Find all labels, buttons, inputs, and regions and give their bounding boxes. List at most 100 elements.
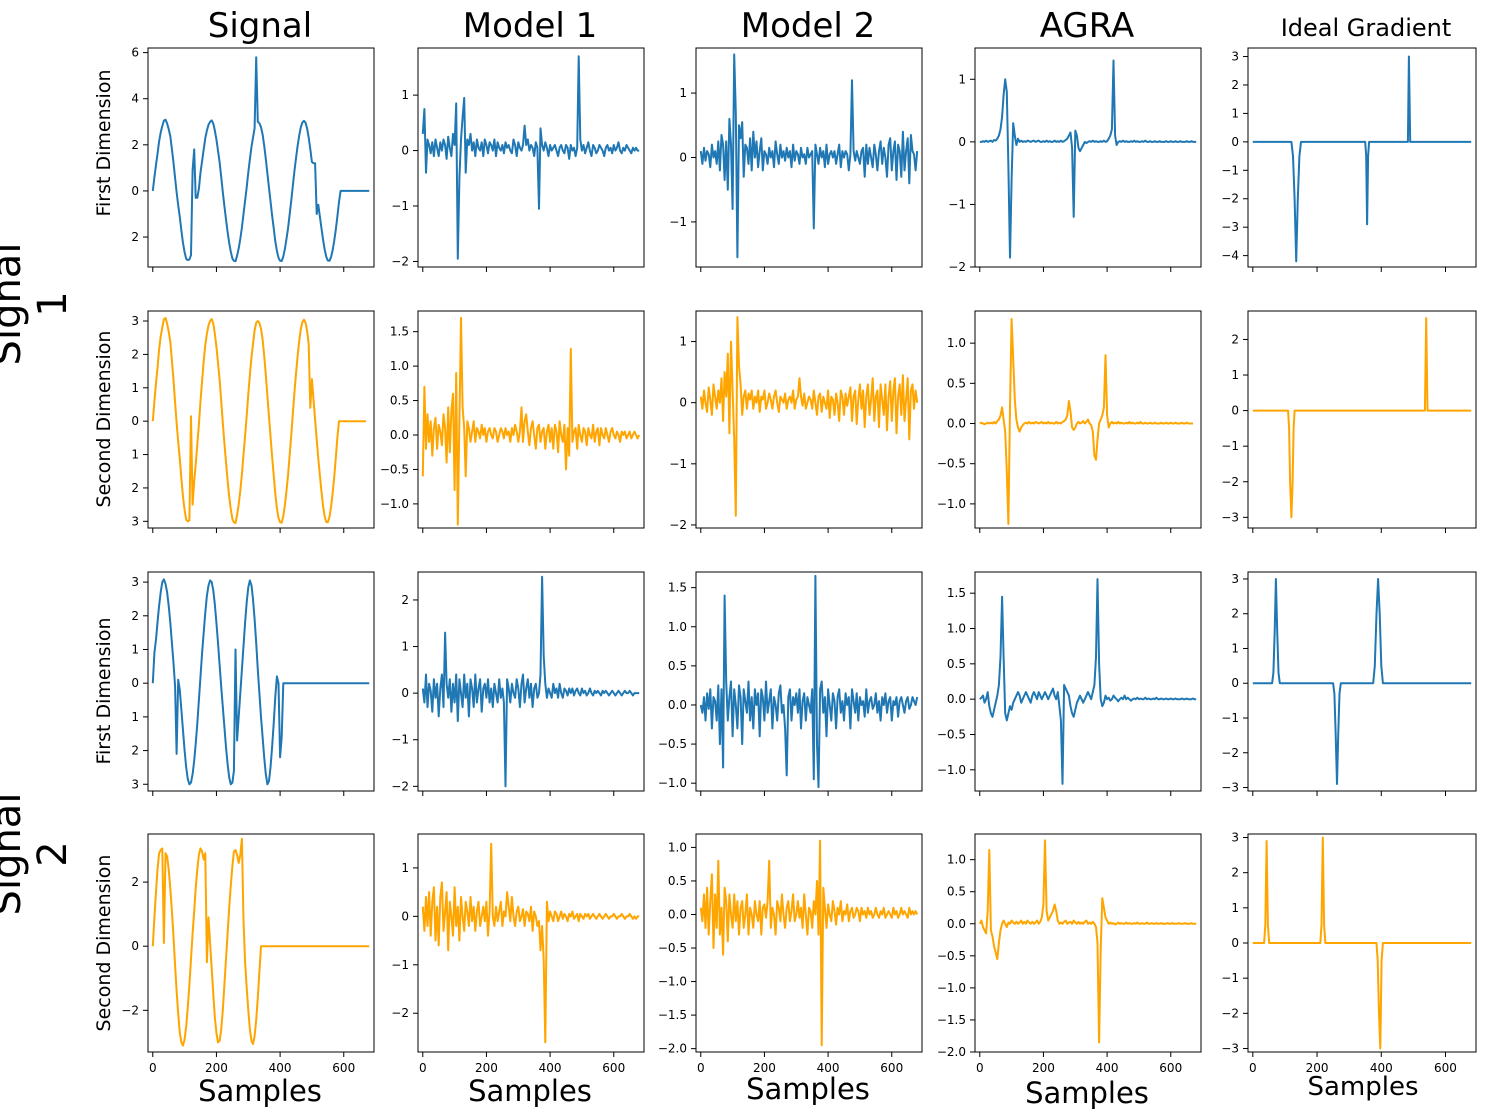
x-tick-label: 0	[976, 1061, 984, 1075]
y-tick-label: −3	[1221, 781, 1239, 795]
x-tick-label: 0	[419, 1061, 427, 1075]
y-tick-label: 2	[131, 481, 139, 495]
y-tick-label: 0	[1231, 936, 1239, 950]
panel-r3-c3: 1.5 1.0 0.5 0.0 −0.5 −1.0	[658, 571, 923, 796]
y-tick-label: 2	[131, 744, 139, 758]
y-tick-label: −1.5	[937, 1013, 966, 1027]
y-tick-label: −0.5	[937, 949, 966, 963]
y-tick-label: −2	[948, 260, 966, 274]
y-tick-label: 2	[131, 230, 139, 244]
y-tick-label: 3	[1231, 831, 1239, 845]
panel-r3-c2: 2 1 0 −1 −2	[391, 571, 645, 796]
y-tick-label: 2	[131, 875, 139, 889]
x-tick-label: 600	[1434, 1061, 1457, 1075]
y-tick-label: 0.0	[668, 698, 687, 712]
y-tick-label: −1	[391, 958, 409, 972]
y-tick-label: 1	[131, 448, 139, 462]
y-tick-label: 1	[1231, 901, 1239, 915]
series-line	[151, 56, 370, 263]
axes-frame	[974, 833, 1202, 1053]
y-tick-label: −1	[669, 457, 687, 471]
y-tick-label: −2	[1221, 1006, 1239, 1020]
panel-r1-c1: 6 4 2 0 2	[131, 46, 375, 272]
y-tick-label: −2	[1221, 746, 1239, 760]
y-tick-label: −2	[669, 518, 687, 532]
y-tick-label: −2	[1221, 475, 1239, 489]
axes-frame	[974, 47, 1202, 268]
y-tick-label: 0.5	[947, 376, 966, 390]
y-tick-label: 1.0	[668, 620, 687, 634]
series-line	[151, 317, 366, 524]
y-tick-label: 3	[131, 575, 139, 589]
panel-r2-c3: 1 0 −1 −2	[669, 310, 923, 533]
y-tick-label: 1	[401, 640, 409, 654]
panel-r2-c5: 2 1 0 −1 −2 −3	[1221, 310, 1477, 533]
y-tick-label: −2	[391, 1006, 409, 1020]
y-tick-label: 0.0	[947, 417, 966, 431]
panel-r1-c3: 1 0 −1	[669, 47, 923, 272]
x-tick-label: 200	[1306, 1061, 1329, 1075]
panel-r4-c4: 1.0 0.5 0.0 −0.5 −1.0 −1.5 −2.0 0 200 400 600	[937, 833, 1202, 1075]
series-line	[978, 839, 1197, 1044]
y-tick-label: 0	[401, 686, 409, 700]
y-tick-label: 0.5	[668, 659, 687, 673]
series-line	[699, 839, 919, 1047]
series-line	[979, 318, 1193, 525]
y-tick-label: 3	[1231, 50, 1239, 64]
y-tick-label: −1	[1221, 439, 1239, 453]
y-tick-label: −1.0	[937, 763, 966, 777]
y-tick-label: −0.5	[380, 462, 409, 476]
x-tick-label: 400	[1096, 1061, 1119, 1075]
y-tick-label: −1.0	[937, 981, 966, 995]
axes-frame	[695, 833, 923, 1053]
y-tick-label: 1.0	[947, 336, 966, 350]
y-tick-label: 0	[131, 676, 139, 690]
x-tick-label: 600	[880, 1061, 903, 1075]
y-tick-label: 0	[679, 396, 687, 410]
y-tick-label: −1	[1221, 971, 1239, 985]
y-tick-label: 0.0	[947, 692, 966, 706]
y-tick-label: −2.0	[658, 1042, 687, 1056]
series-line	[1252, 578, 1472, 785]
column-title-ideal-gradient: Ideal Gradient	[1280, 14, 1452, 42]
y-tick-label: 0	[131, 184, 139, 198]
series-line	[1252, 55, 1472, 263]
y-tick-label: 0.0	[668, 907, 687, 921]
y-tick-label: −0.5	[658, 737, 687, 751]
y-tick-label: −1.0	[937, 497, 966, 511]
x-tick-label: 400	[1370, 1061, 1393, 1075]
axes-frame	[417, 571, 645, 792]
series-line	[151, 578, 370, 786]
y-tick-label: −0.5	[658, 941, 687, 955]
y-tick-label: −1	[669, 215, 687, 229]
y-tick-label: −3	[1221, 1041, 1239, 1055]
axes-frame	[417, 833, 645, 1053]
x-tick-label: 0	[149, 1061, 157, 1075]
y-tick-label: −1	[391, 733, 409, 747]
y-tick-label: −2	[391, 779, 409, 793]
axes-frame	[147, 833, 375, 1053]
axes-frame	[417, 310, 645, 529]
y-tick-label: 1	[401, 88, 409, 102]
panel-r4-c1: 2 0 −2 0 200 400 600	[121, 833, 375, 1075]
x-tick-label: 200	[475, 1061, 498, 1075]
xlabel-col-1: Samples	[198, 1074, 322, 1108]
y-tick-label: −1.5	[658, 1008, 687, 1022]
x-tick-label: 0	[1249, 1061, 1257, 1075]
panel-r1-c5: 3 2 1 0 −1 −2 −3 −4	[1221, 47, 1477, 272]
x-tick-label: 200	[205, 1061, 228, 1075]
y-tick-label: 2	[1231, 607, 1239, 621]
y-tick-label: 0	[1231, 404, 1239, 418]
y-tick-label: 1	[131, 642, 139, 656]
y-tick-label: 2	[131, 347, 139, 361]
axes-frame	[1247, 47, 1477, 268]
y-tick-label: 1.0	[390, 359, 409, 373]
panel-r2-c2: 1.5 1.0 0.5 0.0 −0.5 −1.0	[380, 310, 645, 533]
x-tick-label: 400	[817, 1061, 840, 1075]
series-line	[699, 53, 919, 259]
series-line	[1252, 836, 1472, 1050]
series-line	[699, 574, 919, 789]
axes-frame	[974, 571, 1202, 792]
y-tick-label: 0.5	[947, 657, 966, 671]
